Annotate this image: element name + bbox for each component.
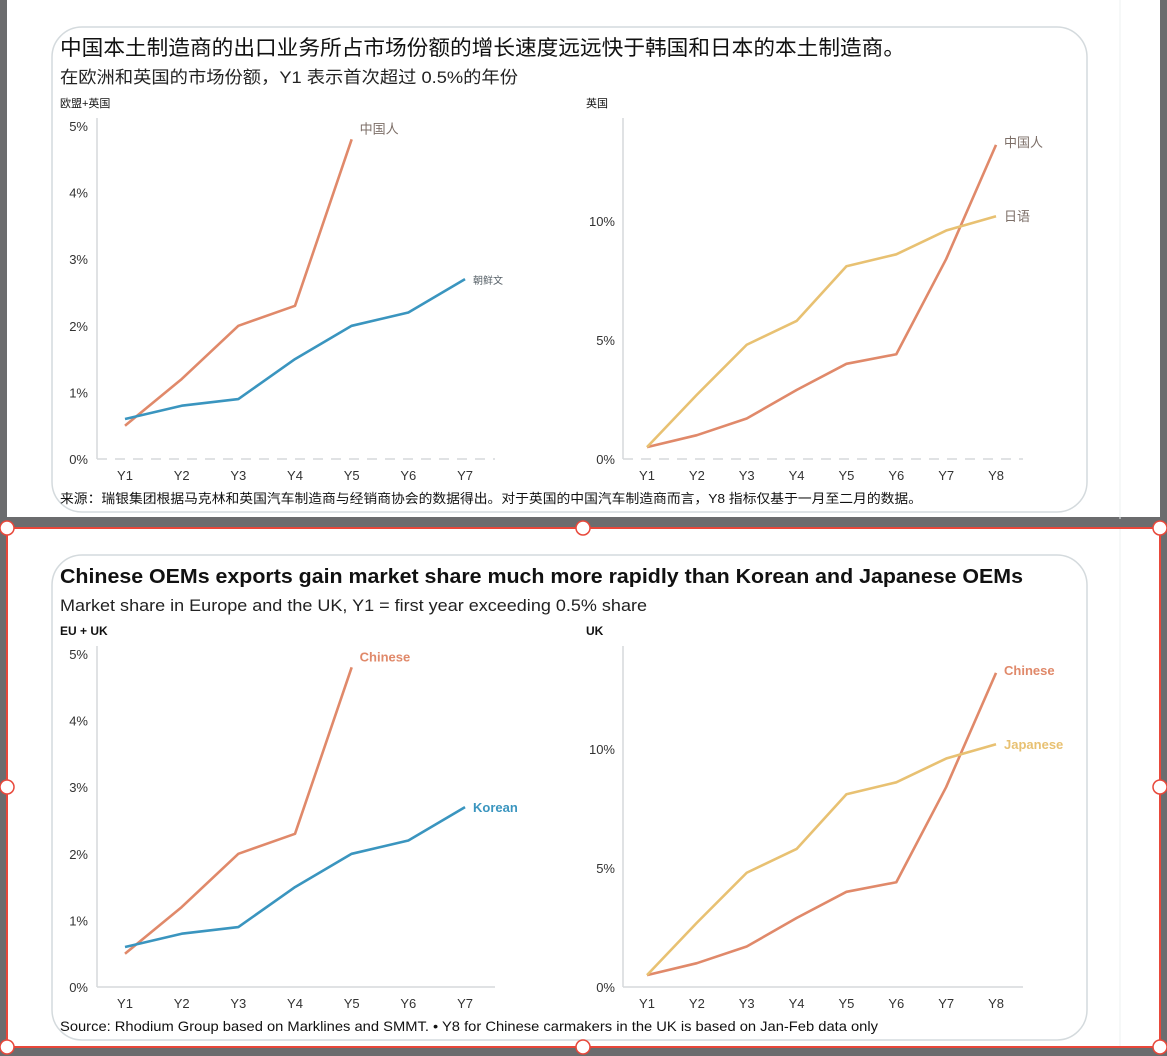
y-tick-label: 5% <box>596 333 615 348</box>
series-label: Chinese <box>360 649 411 664</box>
x-tick-label: Y5 <box>838 468 854 483</box>
x-tick-label: Y2 <box>174 468 190 483</box>
chart-card <box>51 554 1088 1041</box>
x-tick-label: Y1 <box>117 996 133 1011</box>
x-tick-label: Y1 <box>639 996 655 1011</box>
selection-box[interactable] <box>0 520 1167 1055</box>
x-tick-label: Y3 <box>739 996 755 1011</box>
series-label: 朝鲜文 <box>473 274 503 287</box>
panel-label: 英国 <box>586 96 608 110</box>
y-tick-label: 0% <box>69 980 88 995</box>
x-tick-label: Y7 <box>938 468 954 483</box>
y-tick-label: 0% <box>596 452 615 467</box>
figure-background <box>7 528 1160 1047</box>
x-tick-label: Y3 <box>739 468 755 483</box>
figure-subtitle: Market share in Europe and the UK, Y1 = … <box>60 596 647 615</box>
series-line-1 <box>646 214 997 448</box>
panel-label: 欧盟+英国 <box>60 96 110 110</box>
series-label: Korean <box>473 800 518 815</box>
figure-source: Source: Rhodium Group based on Marklines… <box>60 1018 878 1034</box>
series-label: 中国人 <box>1004 135 1043 150</box>
figure-title: 中国本土制造商的出口业务所占市场份额的增长速度远远快于韩国和日本的本土制造商。 <box>60 37 905 60</box>
y-tick-label: 2% <box>69 319 88 334</box>
x-tick-label: Y1 <box>639 468 655 483</box>
y-tick-label: 5% <box>69 119 88 134</box>
x-tick-label: Y7 <box>457 468 473 483</box>
y-tick-label: 5% <box>596 861 615 876</box>
series-label: Japanese <box>1004 737 1063 752</box>
resize-handle[interactable] <box>0 1039 15 1055</box>
series-line-1 <box>646 742 997 976</box>
x-tick-label: Y4 <box>789 996 805 1011</box>
x-tick-label: Y5 <box>344 468 360 483</box>
y-tick-label: 5% <box>69 647 88 662</box>
x-tick-label: Y3 <box>230 996 246 1011</box>
x-tick-label: Y2 <box>689 996 705 1011</box>
series-line-0 <box>646 144 998 449</box>
chart-card <box>51 26 1088 513</box>
figure-background <box>7 0 1160 517</box>
series-label: 日语 <box>1004 209 1030 224</box>
series-line-0 <box>646 672 998 977</box>
x-tick-label: Y2 <box>174 996 190 1011</box>
panel-label: UK <box>586 624 604 638</box>
x-tick-label: Y6 <box>400 996 416 1011</box>
resize-handle[interactable] <box>575 520 591 536</box>
y-tick-label: 4% <box>69 714 88 729</box>
x-tick-label: Y2 <box>689 468 705 483</box>
y-tick-label: 3% <box>69 252 88 267</box>
x-tick-label: Y4 <box>287 996 303 1011</box>
y-tick-label: 10% <box>589 742 615 757</box>
resize-handle[interactable] <box>0 779 15 795</box>
resize-handle[interactable] <box>0 520 15 536</box>
x-tick-label: Y6 <box>888 468 904 483</box>
x-tick-label: Y6 <box>888 996 904 1011</box>
resize-handle[interactable] <box>1152 779 1167 795</box>
x-tick-label: Y3 <box>230 468 246 483</box>
panel-label: EU + UK <box>60 624 108 638</box>
y-tick-label: 0% <box>69 452 88 467</box>
x-tick-label: Y5 <box>838 996 854 1011</box>
resize-handle[interactable] <box>1152 1039 1167 1055</box>
x-tick-label: Y4 <box>789 468 805 483</box>
figure-source: 来源：瑞银集团根据马克林和英国汽车制造商与经销商协会的数据得出。对于英国的中国汽… <box>60 491 922 506</box>
y-tick-label: 2% <box>69 847 88 862</box>
figure-subtitle: 在欧洲和英国的市场份额，Y1 表示首次超过 0.5%的年份 <box>60 68 518 87</box>
x-tick-label: Y7 <box>457 996 473 1011</box>
x-tick-label: Y6 <box>400 468 416 483</box>
figure-title: Chinese OEMs exports gain market share m… <box>60 566 1023 588</box>
y-tick-label: 4% <box>69 186 88 201</box>
resize-handle[interactable] <box>575 1039 591 1055</box>
y-tick-label: 1% <box>69 913 88 928</box>
y-tick-label: 10% <box>589 214 615 229</box>
y-tick-label: 0% <box>596 980 615 995</box>
y-tick-label: 3% <box>69 780 88 795</box>
series-label: 中国人 <box>360 121 399 136</box>
chart-uk: UK 0% 5% 10% Y1 Y2 Y3 Y4 Y5 Y6 Y7 Y8 Chinese Japanese <box>586 624 1063 1011</box>
x-tick-label: Y5 <box>344 996 360 1011</box>
x-tick-label: Y8 <box>988 468 1004 483</box>
x-tick-label: Y1 <box>117 468 133 483</box>
chart-eu-uk: EU + UK 0% 1% 2% 3% 4% 5% Y1 Y2 Y3 Y4 Y5 Y6 Y7 Chinese… <box>60 624 518 1011</box>
y-tick-label: 1% <box>69 385 88 400</box>
figure-en[interactable]: Chinese OEMs exports gain market share m… <box>7 528 1160 1047</box>
x-tick-label: Y8 <box>988 996 1004 1011</box>
series-label: Chinese <box>1004 663 1055 678</box>
x-tick-label: Y7 <box>938 996 954 1011</box>
x-tick-label: Y4 <box>287 468 303 483</box>
figure-zh[interactable]: 中国本土制造商的出口业务所占市场份额的增长速度远远快于韩国和日本的本土制造商。在… <box>7 0 1160 519</box>
resize-handle[interactable] <box>1152 520 1167 536</box>
